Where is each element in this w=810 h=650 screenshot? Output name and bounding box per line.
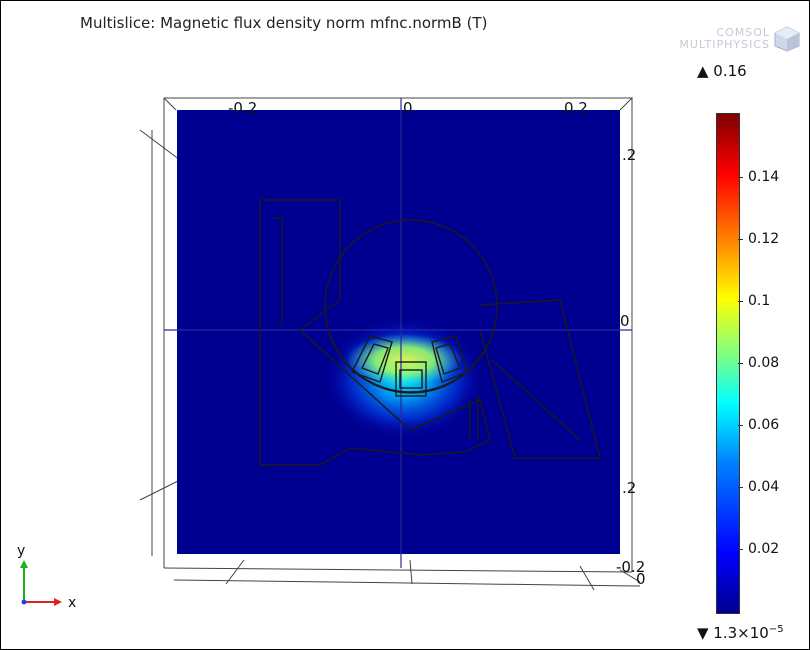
z-axis-dot [21,599,27,605]
right-tick-label: .2 [622,479,636,497]
colorbar-max-label: ▲ 0.16 [697,62,747,80]
right-tick-label: .2 [622,146,636,164]
right-tick-label: 0 [620,312,630,330]
logo-line-1: COMSOL [716,26,770,39]
colorbar-min-label: ▼ 1.3×10−5 [697,624,784,642]
colorbar-tick: 0.14 [738,169,779,185]
comsol-cube-icon [774,26,800,52]
plot-title: Multislice: Magnetic flux density norm m… [80,14,488,32]
bottom-tick-label: 0 [636,570,646,588]
comsol-logo: COMSOL MULTIPHYSICS [654,24,804,56]
colorbar-tick: 0.1 [738,293,770,309]
top-tick-label: 0.2 [564,99,588,117]
triad-y-label: y [17,543,25,559]
colorbar-tick: 0.08 [738,355,779,371]
geometry-outline [259,199,601,466]
bounding-box [139,97,641,591]
top-tick-label: 0 [403,99,413,117]
colorbar-tick: 0.04 [738,479,779,495]
colorbar-ticks: 0.14 0.12 0.1 0.08 0.06 0.04 0.02 [738,113,798,614]
logo-line-2: MULTIPHYSICS [679,38,770,51]
top-tick-label: -0.2 [228,99,257,117]
axis-cross-lines [164,98,632,568]
colorbar-tick: 0.12 [738,231,779,247]
colorbar-tick: 0.06 [738,417,779,433]
x-arrow-head-icon [54,598,62,606]
coordinate-triad: y x [17,543,76,611]
triad-x-label: x [68,595,76,611]
colorbar-tick: 0.02 [738,541,779,557]
y-arrow-head-icon [20,560,28,568]
bottom-tick-label: -0.2 [616,558,645,576]
